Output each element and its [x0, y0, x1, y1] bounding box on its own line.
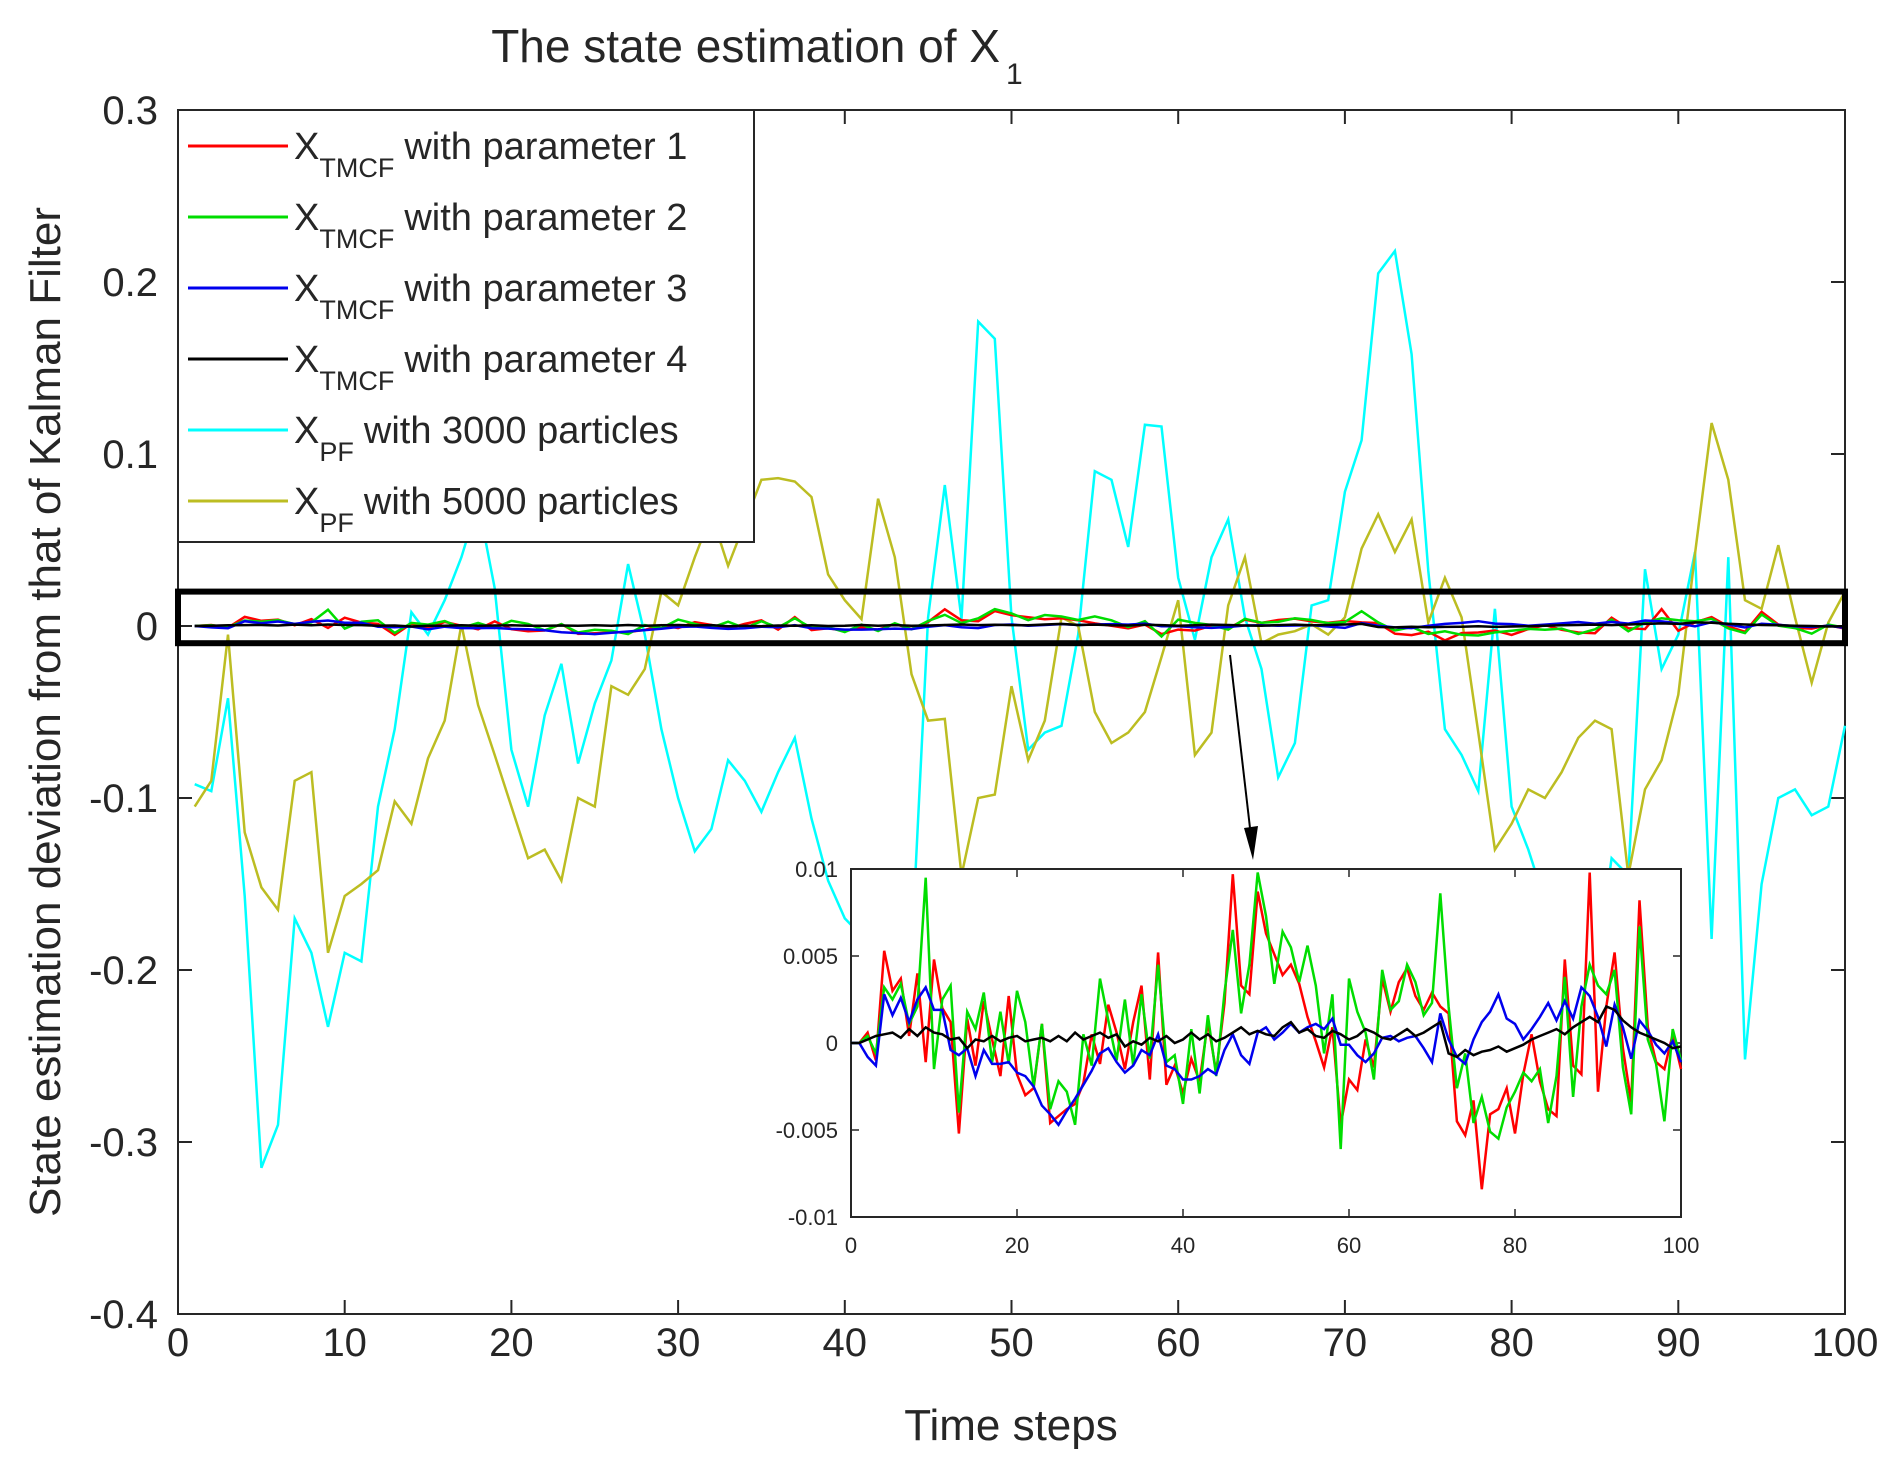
legend: XTMCF with parameter 1 XTMCF with parameter…: [177, 109, 755, 543]
y-tick-label: 0.3: [102, 89, 158, 133]
inset-y-tick-label: 0: [826, 1031, 838, 1056]
inset-x-tick-label: 20: [1005, 1233, 1029, 1258]
x-axis-label: Time steps: [904, 1401, 1118, 1450]
main-axis-ticks: 0 10 20 30 40 50 60 70 80 90 100-0.4-0.3-0.2-0.100…: [89, 89, 1878, 1365]
inset-y-tick-label: -0.01: [788, 1205, 838, 1230]
series-line-4: [194, 621, 1846, 629]
y-tick-label: 0.2: [102, 261, 158, 305]
legend-entry-label: XTMCF with parameter 2: [294, 197, 687, 254]
inset-x-tick-label: 0: [845, 1233, 857, 1258]
y-tick-label: -0.4: [89, 1293, 158, 1337]
inset-series-lines: [851, 872, 1683, 1190]
x-tick-label: 20: [489, 1321, 534, 1365]
chart-title-subscript: 1: [1006, 58, 1023, 91]
legend-entry-label: XTMCF with parameter 1: [294, 126, 687, 183]
inset-y-tick-label: 0.01: [795, 857, 838, 882]
x-tick-label: 80: [1489, 1321, 1534, 1365]
x-tick-label: 90: [1656, 1321, 1701, 1365]
y-tick-label: 0.1: [102, 433, 158, 477]
inset-series-line-4: [851, 1004, 1682, 1059]
inset-chart: 0 20 40 60 80 100 -0.01 -0.005 0 0.005 0.01: [776, 857, 1700, 1258]
x-tick-label: 50: [989, 1321, 1034, 1365]
y-tick-label: 0: [136, 605, 158, 649]
inset-x-tick-label: 80: [1503, 1233, 1527, 1258]
legend-box: [177, 109, 755, 543]
zoom-box: [175, 588, 1848, 647]
x-tick-label: 10: [322, 1321, 367, 1365]
legend-entry-label: XTMCF with parameter 4: [294, 339, 687, 396]
x-tick-label: 60: [1156, 1321, 1201, 1365]
legend-entry-label: XTMCF with parameter 3: [294, 268, 687, 325]
inset-axis-ticks: 0 20 40 60 80 100 -0.01 -0.005 0 0.005 0.01: [776, 857, 1700, 1258]
inset-x-tick-label: 60: [1337, 1233, 1361, 1258]
series-line-6: [193, 422, 1847, 954]
inset-x-tick-label: 40: [1171, 1233, 1195, 1258]
chart-title: The state estimation of X: [491, 20, 1000, 72]
x-tick-label: 0: [167, 1321, 189, 1365]
inset-series-line-3: [851, 984, 1683, 1127]
x-tick-label: 30: [656, 1321, 701, 1365]
zoom-arrow: [1229, 654, 1258, 860]
y-tick-label: -0.3: [89, 1121, 158, 1165]
y-tick-label: -0.2: [89, 949, 158, 993]
legend-entry-label: XPF with 3000 particles: [294, 410, 679, 467]
x-tick-label: 40: [823, 1321, 868, 1365]
inset-y-tick-label: 0.005: [783, 944, 838, 969]
x-tick-label: 100: [1812, 1321, 1879, 1365]
inset-y-tick-label: -0.005: [776, 1118, 838, 1143]
y-axis-label: State estimation deviation from that of …: [21, 207, 70, 1217]
legend-entry-label: XPF with 5000 particles: [294, 481, 679, 538]
y-tick-label: -0.1: [89, 777, 158, 821]
inset-x-tick-label: 100: [1663, 1233, 1700, 1258]
x-tick-label: 70: [1323, 1321, 1368, 1365]
